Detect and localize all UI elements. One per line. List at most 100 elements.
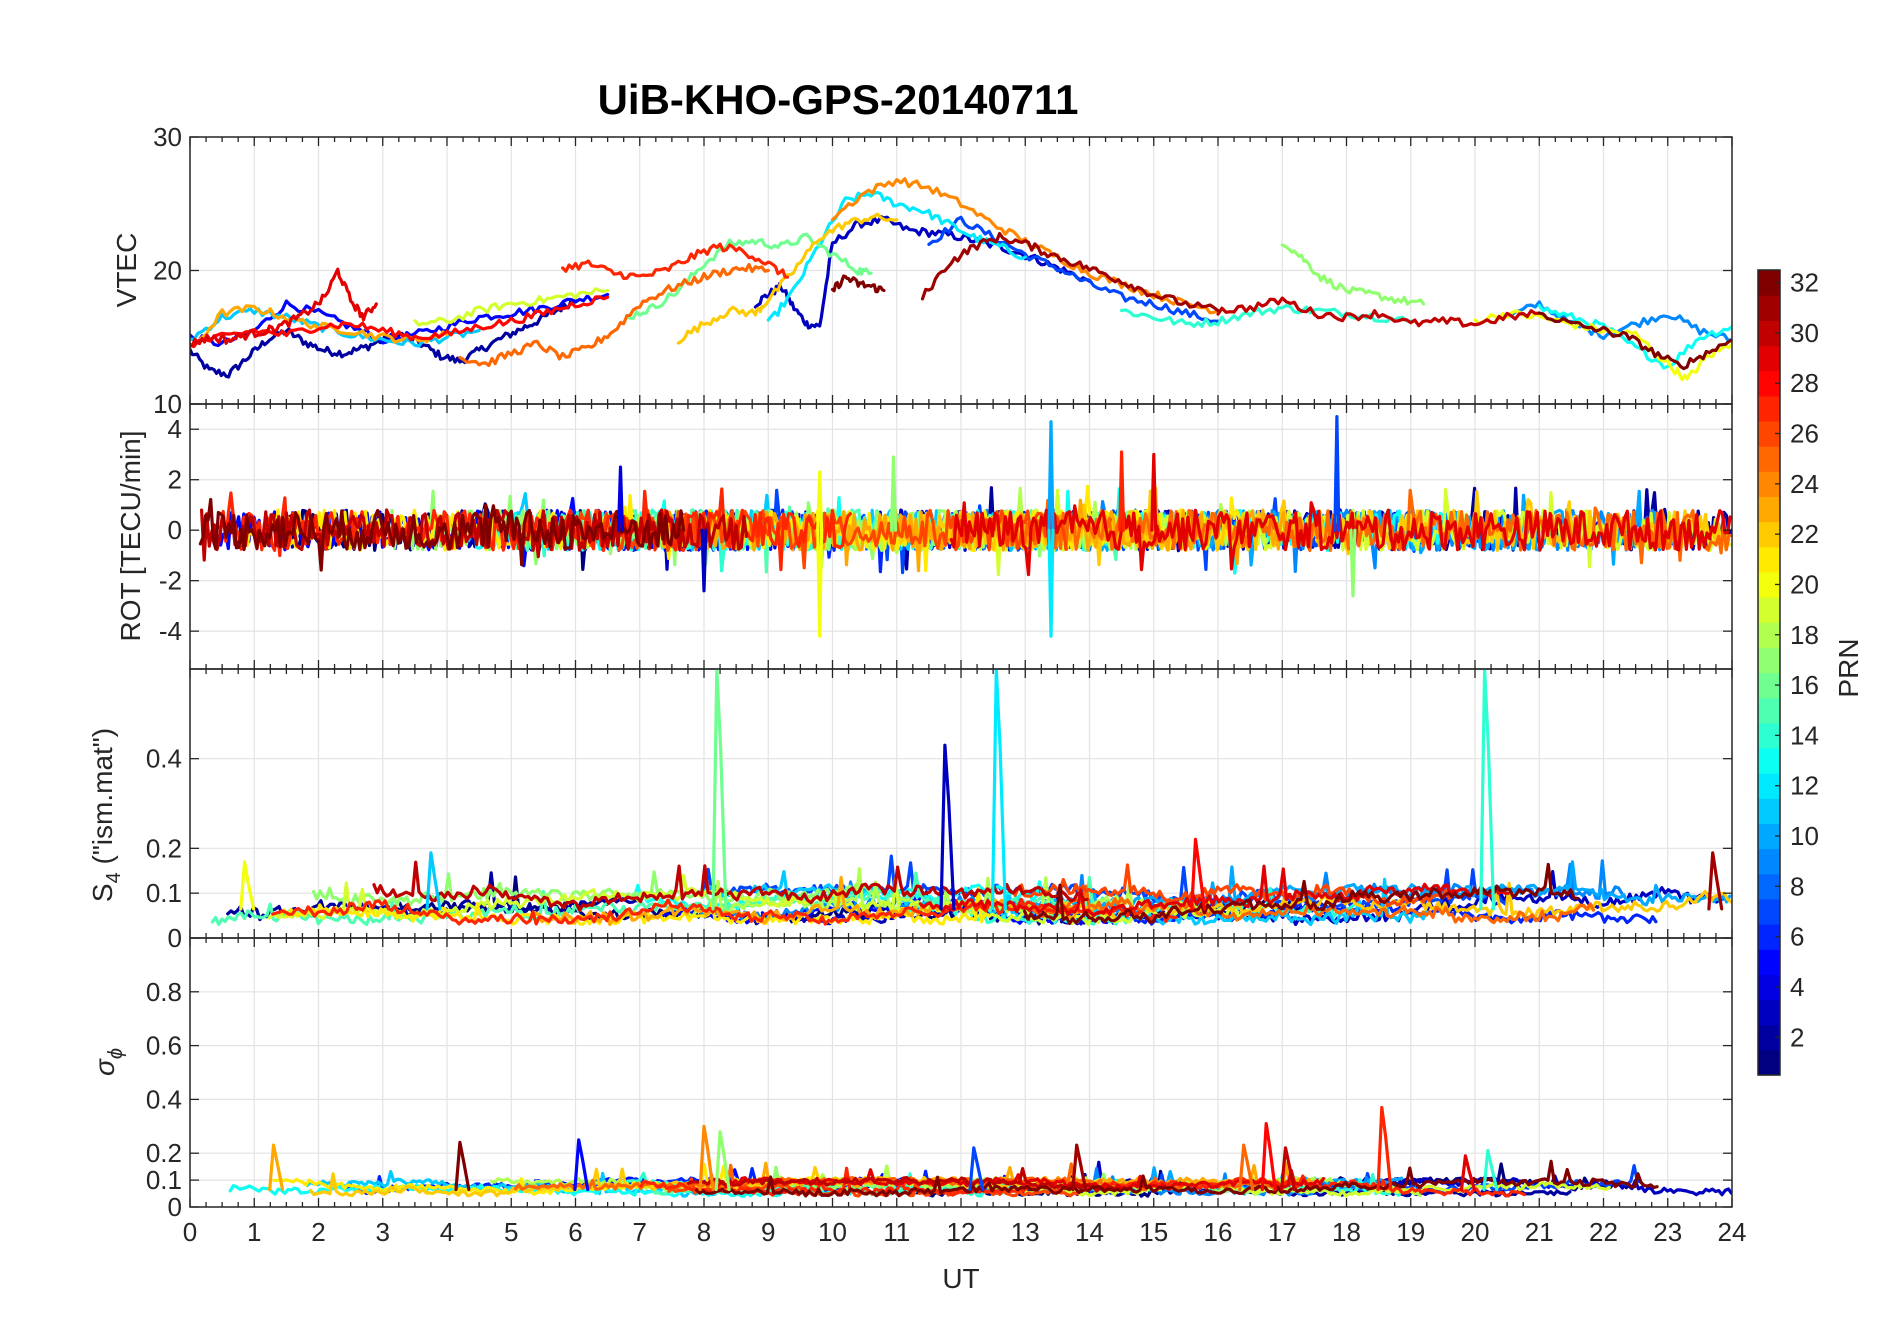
- colorbar-band-25: [1758, 446, 1780, 472]
- y-tick-label: -4: [159, 616, 182, 646]
- y-tick-label: 0.4: [146, 744, 182, 774]
- vtec-series-prn-13: [1537, 303, 1732, 370]
- y-tick-label: 0.6: [146, 1031, 182, 1061]
- x-tick-label: 4: [440, 1217, 454, 1247]
- colorbar-band-29: [1758, 345, 1780, 372]
- s4-spike-prn-12: [990, 669, 1007, 911]
- s4-y-label-suffix: ("ism.mat"): [87, 728, 118, 872]
- colorbar-band-3: [1758, 999, 1780, 1026]
- s4-spike-prn-16: [711, 669, 728, 911]
- s4-series-prn-29: [918, 864, 1510, 918]
- s4-y-label-main: S: [87, 883, 118, 902]
- colorbar-band-8: [1758, 873, 1780, 900]
- sigma_phi-spike-prn-27: [1376, 1105, 1393, 1192]
- vtec-series-prn-5: [190, 292, 610, 348]
- colorbar-label: PRN: [1833, 638, 1864, 697]
- colorbar-band-22: [1758, 521, 1780, 548]
- colorbar-band-7: [1758, 898, 1780, 925]
- colorbar-band-17: [1758, 647, 1780, 674]
- sigma_phi-spike-prn-23: [268, 1143, 285, 1192]
- colorbar-tick-label: 28: [1790, 368, 1819, 398]
- colorbar-band-13: [1758, 747, 1780, 774]
- x-tick-label: 2: [311, 1217, 325, 1247]
- vtec-series-prn-31: [920, 231, 1220, 313]
- y-tick-label: 0.4: [146, 1084, 182, 1114]
- x-tick-label: 0: [183, 1217, 197, 1247]
- x-tick-label: 16: [1204, 1217, 1233, 1247]
- s4-series-prn-23: [531, 875, 1110, 927]
- s4-spike-prn-11: [425, 851, 442, 911]
- sigma_phi-spike-prn-30: [1280, 1146, 1297, 1192]
- sigma-y-label-main: σ: [89, 1058, 120, 1076]
- colorbar-tick-label: 30: [1790, 318, 1819, 348]
- traces: [210, 669, 1732, 927]
- colorbar-band-18: [1758, 622, 1780, 648]
- colorbar-tick-label: 22: [1790, 519, 1819, 549]
- x-tick-label: 1: [247, 1217, 261, 1247]
- vtec-series-prn-19: [413, 287, 610, 327]
- s4-series-prn-27: [271, 897, 1178, 926]
- colorbar-band-12: [1758, 773, 1780, 799]
- vtec-series-prn-28: [190, 295, 610, 349]
- x-tick-label: 12: [947, 1217, 976, 1247]
- sigma_phi-spike-prn-29: [1459, 1154, 1476, 1192]
- colorbar-tick-label: 12: [1790, 771, 1819, 801]
- s4-series-prn-26: [1013, 863, 1454, 908]
- panel-vtec: 10 20 30: [153, 122, 1733, 419]
- colorbar-tick-label: 26: [1790, 419, 1819, 449]
- rot-spike-prn-4: [616, 465, 624, 532]
- sigma_phi-spike-prn-14: [1482, 1148, 1499, 1192]
- rot-spike-prn-10: [1047, 420, 1055, 532]
- x-tick-label: 10: [818, 1217, 847, 1247]
- rot-spike-prn-29: [1150, 452, 1158, 532]
- traces: [198, 415, 1732, 638]
- vtec-y-label: VTEC: [111, 233, 142, 308]
- colorbar-tick-label: 16: [1790, 670, 1819, 700]
- colorbar-tick-label: 4: [1790, 972, 1804, 1002]
- vtec-series-prn-17: [1280, 243, 1426, 306]
- colorbar-band-32: [1758, 270, 1780, 296]
- colorbar-band-10: [1758, 823, 1780, 850]
- x-tick-label: 19: [1396, 1217, 1425, 1247]
- traces: [190, 177, 1732, 382]
- sigma_phi-spike-prn-28: [1260, 1122, 1277, 1192]
- x-tick-label: 6: [568, 1217, 582, 1247]
- x-tick-label: 11: [883, 1217, 910, 1247]
- colorbar-band-21: [1758, 546, 1780, 573]
- y-tick-label: 0: [168, 515, 182, 545]
- vtec-series-prn-22: [676, 212, 899, 345]
- y-tick-label: -2: [159, 566, 182, 596]
- colorbar-band-19: [1758, 597, 1780, 623]
- traces: [228, 1105, 1732, 1198]
- x-tick-label: 14: [1075, 1217, 1104, 1247]
- colorbar-tick-label: 2: [1790, 1022, 1804, 1052]
- colorbar-band-23: [1758, 496, 1780, 523]
- vtec-series-prn-32: [830, 274, 886, 294]
- sigma_phi-spike-prn-5: [573, 1138, 590, 1192]
- panel-s4: 0 0.1 0.2 0.4: [146, 668, 1733, 953]
- sigma_phi-spike-prn-31: [1071, 1143, 1088, 1192]
- x-tick-label: 9: [761, 1217, 775, 1247]
- y-tick-label: 0: [168, 1192, 182, 1222]
- colorbar-band-27: [1758, 395, 1780, 422]
- rot-spike-prn-17: [890, 455, 898, 532]
- y-tick-label: 0.8: [146, 977, 182, 1007]
- y-tick-label: 0.1: [146, 878, 182, 908]
- colorbar-band-31: [1758, 295, 1780, 321]
- x-tick-label: 23: [1653, 1217, 1682, 1247]
- x-tick-label: 15: [1139, 1217, 1168, 1247]
- s4-y-label: S4 ("ism.mat"): [87, 728, 125, 902]
- s4-spike-prn-20: [239, 860, 256, 911]
- y-tick-label: 4: [168, 414, 182, 444]
- y-tick-label: 20: [153, 256, 182, 286]
- colorbar-tick-label: 20: [1790, 569, 1819, 599]
- sigma_phi-series-prn-19: [1000, 1179, 1611, 1198]
- x-tick-label: 13: [1011, 1217, 1040, 1247]
- rot-spike-prn-17: [1349, 528, 1357, 598]
- x-tick-label: 20: [1461, 1217, 1490, 1247]
- colorbar-tick-label: 10: [1790, 821, 1819, 851]
- colorbar-tick-label: 6: [1790, 922, 1804, 952]
- vtec-series-prn-25: [458, 262, 770, 368]
- y-tick-label: 10: [153, 389, 182, 419]
